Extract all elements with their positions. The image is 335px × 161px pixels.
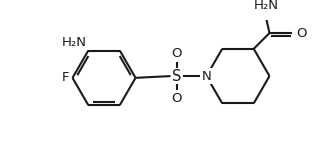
Text: H₂N: H₂N	[62, 36, 86, 49]
Text: O: O	[172, 47, 182, 60]
Text: N: N	[202, 70, 211, 83]
Text: S: S	[172, 69, 181, 84]
Text: O: O	[296, 27, 307, 40]
Text: O: O	[172, 92, 182, 105]
Text: H₂N: H₂N	[254, 0, 278, 12]
Text: F: F	[62, 71, 69, 84]
Text: N: N	[202, 70, 211, 83]
